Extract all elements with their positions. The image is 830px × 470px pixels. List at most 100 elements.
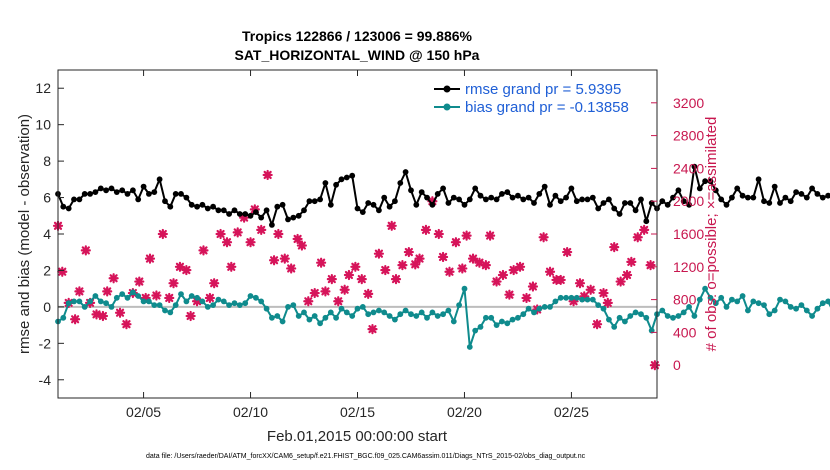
legend-bias-marker — [443, 103, 451, 111]
rmse-point — [376, 207, 382, 214]
obs-marker — [198, 245, 209, 256]
bias-point — [322, 314, 329, 321]
obs-marker — [57, 266, 68, 277]
bias-point — [258, 298, 265, 305]
bias-point — [178, 291, 184, 297]
rmse-point — [483, 196, 489, 203]
bias-point — [798, 302, 805, 308]
rmse-point — [600, 200, 607, 206]
rmse-point — [670, 194, 676, 201]
rmse-point — [761, 198, 767, 205]
bias-point — [616, 314, 623, 321]
legend-rmse-marker — [443, 85, 451, 93]
rmse-point — [338, 176, 345, 183]
bias-point — [113, 294, 120, 301]
bias-point — [664, 313, 671, 319]
rmse-point — [595, 205, 602, 212]
rmse-point — [279, 201, 286, 208]
obs-marker — [380, 264, 391, 276]
rmse-point — [60, 203, 67, 210]
rmse-point — [755, 176, 762, 183]
bias-point — [595, 302, 602, 308]
bias-point — [611, 324, 618, 330]
bias-point — [365, 311, 372, 318]
bias-point — [140, 298, 147, 305]
bias-point — [97, 298, 104, 305]
rmse-point — [215, 207, 222, 214]
obs-marker — [632, 232, 643, 243]
x-axis-ticks: 02/05 02/10 02/15 02/20 02/25 — [126, 70, 589, 420]
rmse-point — [627, 200, 634, 206]
obs-marker — [181, 264, 192, 276]
bias-point — [622, 318, 628, 325]
obs-marker — [91, 309, 102, 320]
obs-marker — [390, 274, 402, 285]
bias-point — [600, 305, 607, 312]
right-y-tick-label: 2400 — [673, 160, 704, 176]
obs-marker — [279, 253, 290, 264]
bias-point — [782, 298, 789, 305]
bias-point — [803, 307, 810, 314]
bias-point — [327, 309, 334, 316]
bias-point — [729, 296, 735, 303]
bias-point — [333, 314, 339, 321]
bias-point — [151, 302, 158, 308]
bias-point — [253, 294, 259, 301]
bias-point — [242, 300, 249, 307]
rmse-point — [183, 194, 190, 201]
rmse-point — [151, 189, 158, 196]
obs-marker — [544, 266, 556, 277]
obs-marker — [450, 237, 462, 248]
obs-marker — [239, 212, 250, 223]
obs-marker — [303, 296, 314, 307]
bias-point — [301, 309, 307, 316]
obs-marker — [467, 253, 479, 264]
rmse-point — [531, 200, 537, 206]
bias-point — [787, 304, 794, 310]
rmse-point — [381, 194, 388, 201]
rmse-point — [440, 185, 446, 192]
bias-point — [552, 298, 559, 305]
obs-marker — [343, 269, 355, 281]
bias-point — [755, 300, 762, 307]
obs-marker — [80, 245, 91, 256]
bias-point — [643, 314, 650, 321]
right-y-tick-label: 1200 — [673, 259, 704, 275]
rmse-point — [130, 187, 136, 194]
rmse-point — [611, 205, 618, 212]
obs-marker — [333, 296, 344, 307]
rmse-point — [253, 209, 259, 216]
rmse-point — [386, 203, 393, 210]
chart-title-line2: SAT_HORIZONTAL_WIND @ 150 hPa — [235, 47, 480, 63]
rmse-point — [622, 200, 628, 206]
bias-point — [771, 307, 778, 314]
bias-series — [55, 285, 830, 350]
bias-point — [402, 307, 409, 314]
bias-point — [450, 318, 457, 325]
rmse-point — [579, 196, 585, 203]
rmse-point — [680, 198, 687, 205]
obs-marker — [437, 251, 449, 263]
bias-point — [541, 304, 548, 310]
left-y-tick-label: 12 — [35, 80, 51, 96]
obs-marker — [215, 228, 226, 240]
rmse-point — [782, 194, 789, 201]
bias-point — [766, 311, 773, 318]
bias-point — [231, 300, 238, 307]
left-y-axis-ticks: -4 -2 0 2 4 6 8 10 12 — [35, 80, 64, 388]
rmse-point — [509, 194, 516, 201]
rmse-point — [306, 198, 313, 205]
obs-marker — [538, 232, 549, 243]
obs-marker — [350, 261, 361, 272]
bias-point — [638, 311, 644, 318]
rmse-point — [220, 207, 227, 214]
bias-point — [343, 309, 350, 316]
rmse-point — [456, 196, 462, 203]
obs-marker — [262, 169, 273, 181]
rmse-point — [178, 191, 184, 197]
obs-marker — [114, 307, 126, 318]
rmse-point — [87, 191, 93, 197]
bias-point — [589, 296, 596, 303]
bias-point — [563, 294, 569, 301]
obs-marker — [151, 290, 162, 301]
